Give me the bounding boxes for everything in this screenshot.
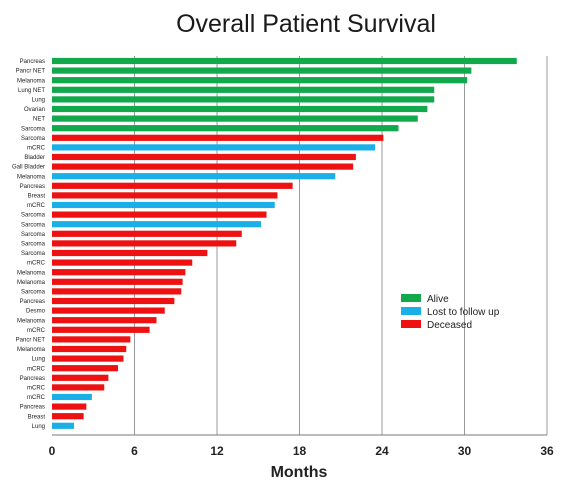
category-label-0: Pancreas: [20, 59, 45, 65]
bar-30-deceased: [52, 345, 127, 353]
bar-0-alive: [52, 57, 517, 65]
bar-10-deceased: [52, 153, 356, 161]
category-label-18: Sarcoma: [21, 232, 46, 238]
bar-19-deceased: [52, 240, 237, 247]
legend-swatch-alive: [401, 294, 421, 302]
bar-24-deceased: [52, 288, 182, 295]
legend-swatch-lost: [401, 307, 421, 315]
x-axis-title: Months: [271, 464, 328, 481]
category-label-11: Gall Bladder: [12, 165, 45, 171]
x-tick-label-1: 6: [131, 444, 138, 458]
category-label-25: Pancreas: [20, 299, 45, 305]
category-labels: Pancreas Pancr NET Melanoma Lung NET Lung Ova…: [12, 59, 46, 430]
category-label-34: mCRC: [27, 386, 46, 392]
category-label-10: Bladder: [24, 155, 45, 161]
bar-28-deceased: [52, 326, 150, 333]
category-label-35: mCRC: [27, 395, 46, 401]
category-label-13: Pancreas: [20, 184, 45, 190]
x-tick-label-6: 36: [540, 444, 554, 458]
bar-16-deceased: [52, 211, 267, 218]
category-label-9: mCRC: [27, 146, 46, 152]
category-label-12: Melanoma: [17, 174, 46, 180]
bar-38-lost: [52, 422, 74, 429]
category-label-28: mCRC: [27, 328, 46, 334]
bar-17-lost: [52, 221, 261, 228]
bar-34-deceased: [52, 384, 105, 391]
bar-31-deceased: [52, 355, 124, 362]
bar-18-deceased: [52, 230, 242, 237]
bar-3-alive: [52, 86, 435, 93]
category-label-5: Ovarian: [24, 107, 45, 113]
bar-32-deceased: [52, 365, 118, 372]
bar-2-alive: [52, 77, 468, 84]
category-label-32: mCRC: [27, 366, 46, 372]
bar-6-alive: [52, 115, 418, 122]
category-label-24: Sarcoma: [21, 290, 46, 296]
bar-4-alive: [52, 96, 435, 103]
bars: [52, 57, 517, 429]
category-label-31: Lung: [32, 357, 45, 363]
category-label-19: Sarcoma: [21, 242, 46, 248]
bar-35-lost: [52, 393, 92, 401]
legend-label-lost: Lost to follow up: [427, 307, 500, 318]
category-label-26: Desmo: [26, 309, 46, 315]
bar-13-deceased: [52, 182, 293, 189]
category-label-8: Sarcoma: [21, 136, 46, 142]
category-label-14: Breast: [28, 194, 46, 200]
bar-36-deceased: [52, 403, 87, 410]
bar-15-lost: [52, 201, 275, 209]
category-label-22: Melanoma: [17, 270, 46, 276]
bar-9-lost: [52, 144, 376, 151]
bar-29-deceased: [52, 336, 131, 343]
category-label-21: mCRC: [27, 261, 46, 267]
bar-33-deceased: [52, 374, 109, 381]
x-tick-label-2: 12: [210, 444, 224, 458]
category-label-23: Melanoma: [17, 280, 46, 286]
category-label-3: Lung NET: [18, 88, 45, 94]
bar-22-deceased: [52, 269, 186, 276]
legend-label-deceased: Deceased: [427, 320, 472, 331]
category-label-2: Melanoma: [17, 78, 46, 84]
category-label-20: Sarcoma: [21, 251, 46, 257]
category-label-16: Sarcoma: [21, 213, 46, 219]
category-label-6: NET: [33, 117, 45, 123]
category-label-15: mCRC: [27, 203, 46, 209]
category-label-38: Lung: [32, 424, 45, 430]
bar-27-deceased: [52, 317, 157, 324]
bar-25-deceased: [52, 297, 175, 305]
bar-23-deceased: [52, 278, 183, 285]
category-label-33: Pancreas: [20, 376, 45, 382]
bar-1-alive: [52, 67, 472, 74]
bar-20-deceased: [52, 249, 208, 257]
x-tick-labels: 0 6 12 18 24 30 36: [49, 444, 554, 458]
category-label-27: Melanoma: [17, 318, 46, 324]
chart-title: Overall Patient Survival: [176, 10, 436, 38]
bar-7-alive: [52, 125, 399, 132]
x-tick-label-3: 18: [293, 444, 307, 458]
legend-label-alive: Alive: [427, 294, 449, 305]
legend-swatch-deceased: [401, 320, 421, 328]
bar-8-deceased: [52, 134, 384, 141]
legend: Alive Lost to follow up Deceased: [401, 294, 500, 331]
category-label-1: Pancr NET: [16, 69, 46, 75]
bar-5-alive: [52, 105, 428, 113]
x-tick-label-0: 0: [49, 444, 56, 458]
category-label-29: Pancr NET: [16, 338, 46, 344]
category-label-17: Sarcoma: [21, 222, 46, 228]
bar-26-deceased: [52, 307, 165, 314]
x-tick-label-4: 24: [375, 444, 389, 458]
category-label-30: Melanoma: [17, 347, 46, 353]
category-label-37: Breast: [28, 414, 46, 420]
bar-11-deceased: [52, 163, 354, 170]
bar-21-deceased: [52, 259, 193, 266]
category-label-36: Pancreas: [20, 405, 45, 411]
x-tick-label-5: 30: [458, 444, 472, 458]
category-label-7: Sarcoma: [21, 126, 46, 132]
bar-14-deceased: [52, 192, 278, 199]
category-label-4: Lung: [32, 98, 45, 104]
bar-37-deceased: [52, 413, 84, 420]
bar-12-lost: [52, 173, 336, 180]
